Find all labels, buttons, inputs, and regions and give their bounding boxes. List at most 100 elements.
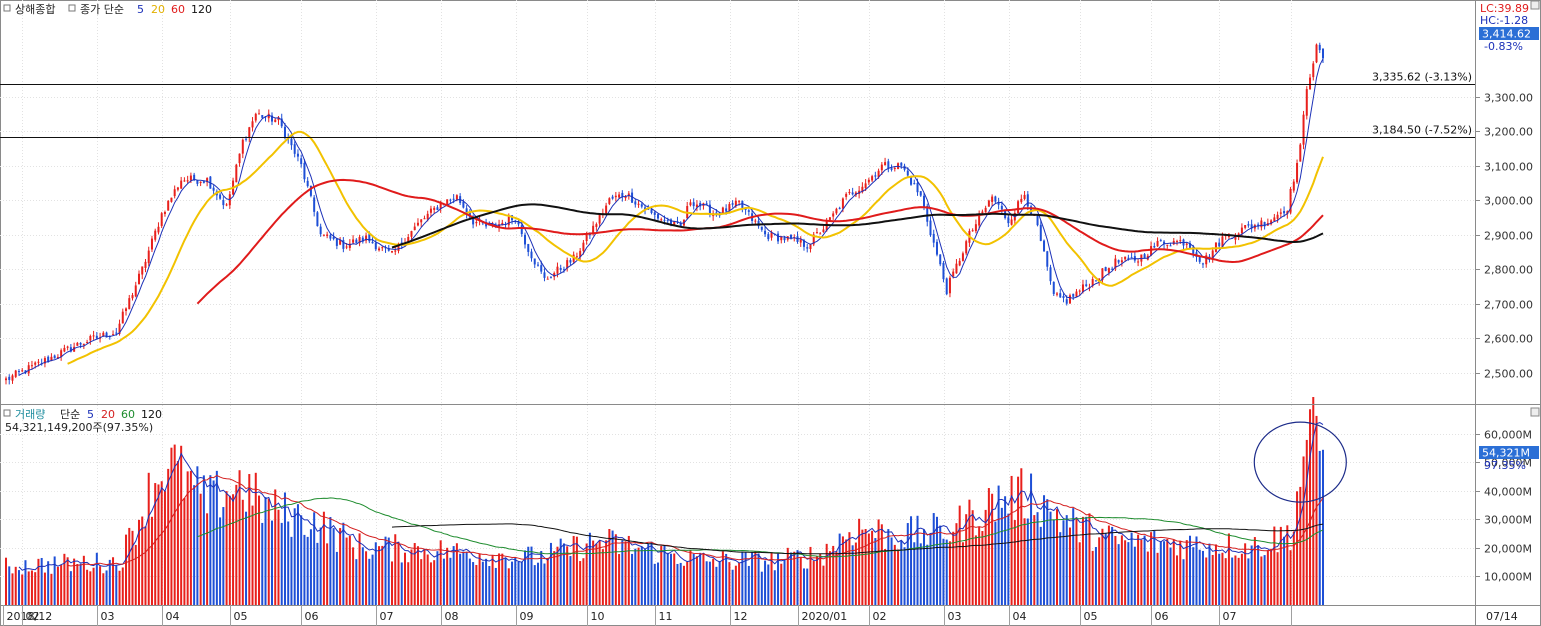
volume-bar bbox=[1000, 507, 1003, 605]
candle bbox=[997, 197, 1000, 210]
volume-bar bbox=[647, 543, 650, 605]
volume-bar bbox=[984, 509, 987, 605]
candle bbox=[994, 195, 997, 204]
volume-bar bbox=[478, 553, 481, 605]
volume-bar bbox=[884, 549, 887, 605]
volume-bar bbox=[1153, 530, 1156, 605]
candle bbox=[1279, 208, 1282, 219]
volume-bar bbox=[245, 511, 248, 605]
volume-bar bbox=[673, 553, 676, 605]
volume-bar bbox=[147, 472, 150, 605]
candle bbox=[144, 258, 147, 273]
volume-bar bbox=[1065, 515, 1068, 605]
volume-bar bbox=[605, 540, 608, 605]
volume-bar bbox=[89, 571, 92, 605]
candle bbox=[913, 179, 916, 185]
candle bbox=[945, 277, 948, 296]
volume-bar bbox=[562, 543, 565, 605]
volume-bar bbox=[1098, 537, 1101, 605]
volume-bar bbox=[644, 549, 647, 605]
volume-bar bbox=[702, 553, 705, 605]
volume-bar bbox=[579, 561, 582, 605]
volume-bar bbox=[1169, 547, 1172, 605]
volume-bar bbox=[8, 566, 11, 605]
candle bbox=[1043, 239, 1046, 252]
volume-bar bbox=[488, 566, 491, 605]
volume-bar bbox=[342, 522, 345, 605]
volume-bar bbox=[157, 484, 160, 605]
x-tick-label: 12 bbox=[734, 610, 748, 623]
volume-bar bbox=[1273, 526, 1276, 605]
volume-bar bbox=[264, 497, 267, 605]
collapse-icon[interactable] bbox=[1530, 0, 1540, 10]
candle bbox=[614, 191, 617, 202]
candle bbox=[942, 260, 945, 283]
volume-bar bbox=[17, 570, 20, 605]
volume-bar bbox=[1253, 537, 1256, 605]
candle bbox=[1036, 214, 1039, 227]
x-tick-label: 05 bbox=[1084, 610, 1098, 623]
volume-bar bbox=[112, 557, 115, 605]
volume-bar bbox=[1211, 554, 1214, 605]
volume-bar bbox=[848, 532, 851, 605]
candle bbox=[974, 219, 977, 234]
candle bbox=[60, 348, 63, 361]
legend-box-icon[interactable] bbox=[3, 409, 11, 417]
volume-bar bbox=[945, 539, 948, 605]
legend-name: 상해종합 bbox=[15, 2, 55, 16]
candle bbox=[413, 222, 416, 231]
volume-bar bbox=[1140, 539, 1143, 605]
legend-box-icon[interactable] bbox=[3, 4, 11, 12]
candle bbox=[300, 154, 303, 168]
volume-bar bbox=[407, 562, 410, 605]
volume-bar bbox=[1111, 526, 1114, 605]
x-tick-label: 02 bbox=[26, 610, 40, 623]
volume-bar bbox=[296, 504, 299, 605]
volume-bar bbox=[1117, 544, 1120, 605]
volume-bar bbox=[95, 552, 98, 605]
volume-bar bbox=[731, 569, 734, 605]
current-volume-badge bbox=[1479, 446, 1539, 459]
collapse-icon[interactable] bbox=[1530, 407, 1540, 417]
volume-bar bbox=[475, 564, 478, 605]
candle bbox=[222, 196, 225, 210]
volume-bar bbox=[1195, 536, 1198, 605]
volume-bar bbox=[403, 552, 406, 605]
volume-bar bbox=[1315, 415, 1318, 605]
candle bbox=[887, 158, 890, 173]
volume-bar bbox=[1266, 550, 1269, 605]
volume-bar bbox=[1221, 552, 1224, 605]
volume-bar bbox=[1214, 544, 1217, 605]
volume-bar bbox=[150, 516, 153, 605]
volume-bar bbox=[790, 552, 793, 605]
candle bbox=[374, 238, 377, 252]
candle bbox=[1296, 159, 1299, 184]
volume-bar bbox=[1017, 476, 1020, 605]
volume-bar bbox=[322, 511, 325, 605]
volume-bar bbox=[215, 470, 218, 605]
volume-bar bbox=[293, 508, 296, 605]
candle bbox=[634, 198, 637, 208]
volume-bar bbox=[1231, 557, 1234, 605]
candle bbox=[1176, 239, 1179, 246]
candle bbox=[1185, 242, 1188, 249]
candle bbox=[1143, 252, 1146, 259]
volume-bar bbox=[1283, 536, 1286, 605]
volume-bar bbox=[806, 568, 809, 605]
candle bbox=[835, 207, 838, 215]
volume-bar bbox=[1062, 520, 1065, 605]
candle bbox=[167, 200, 170, 211]
volume-bar bbox=[300, 515, 303, 605]
candle bbox=[378, 246, 381, 252]
legend-box-icon[interactable] bbox=[68, 4, 76, 12]
x-tick-label: 2018/12 bbox=[7, 610, 53, 623]
volume-bar bbox=[4, 557, 8, 605]
volume-bar bbox=[624, 541, 627, 605]
candle bbox=[371, 237, 374, 244]
volume-bar bbox=[413, 543, 416, 605]
volume-bar bbox=[491, 555, 494, 605]
candle bbox=[747, 209, 750, 216]
candle bbox=[984, 205, 987, 213]
volume-bar bbox=[1146, 551, 1149, 605]
